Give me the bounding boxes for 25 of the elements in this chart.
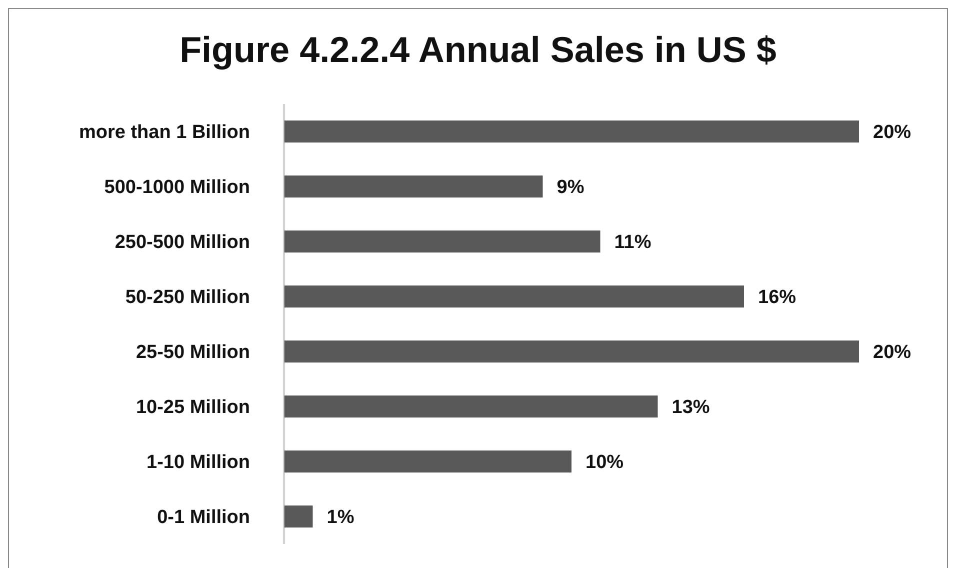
y-tick-label: 1-10 Million [146, 452, 250, 474]
y-tick-label: 0-1 Million [157, 507, 250, 528]
chart-title: Figure 4.2.2.4 Annual Sales in US $ [178, 28, 778, 72]
y-tick-label: 500-1000 Million [104, 177, 250, 198]
bar [284, 450, 572, 472]
data-label: 10% [586, 452, 624, 474]
bar [284, 120, 859, 142]
y-tick-label: 10-25 Million [136, 397, 250, 418]
bar [284, 396, 658, 418]
data-label: 20% [873, 342, 912, 364]
data-label: 9% [556, 177, 584, 198]
y-tick-label: more than 1 Billion [78, 122, 250, 144]
y-tick-label: 50-250 Million [125, 287, 250, 308]
bar [284, 230, 600, 252]
data-label: 1% [326, 507, 354, 528]
bar [284, 286, 744, 308]
bar [284, 340, 859, 362]
bar [284, 176, 543, 198]
y-tick-label: 25-50 Million [136, 342, 250, 364]
data-label: 13% [672, 397, 710, 418]
data-label: 16% [758, 287, 796, 308]
bar [284, 506, 313, 528]
data-label: 20% [873, 122, 912, 144]
data-label: 11% [614, 232, 652, 254]
y-tick-label: 250-500 Million [114, 232, 250, 254]
